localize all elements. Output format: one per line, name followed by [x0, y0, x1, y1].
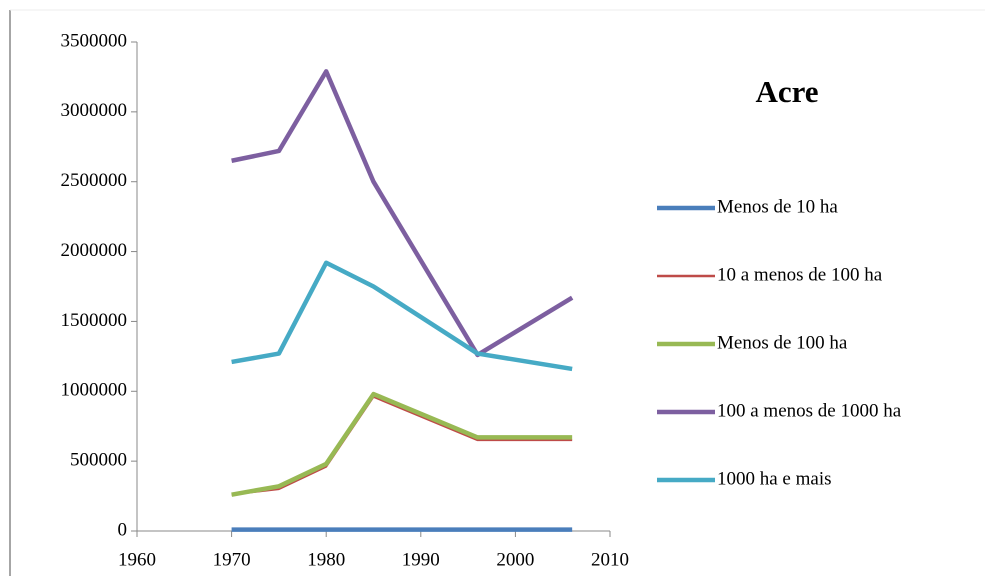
series-line: [231, 395, 573, 496]
series-line: [231, 391, 573, 497]
x-tick-label: 2010: [591, 549, 629, 570]
y-tick-label: 2000000: [61, 240, 128, 261]
y-tick-label: 2500000: [61, 170, 128, 191]
series-line: [231, 260, 573, 372]
y-tick-label: 1000000: [61, 380, 128, 401]
chart-title: Acre: [755, 74, 818, 109]
legend-label: Menos de 10 ha: [717, 196, 838, 217]
y-tick-label: 3000000: [61, 100, 128, 121]
x-tick-label: 1990: [402, 549, 440, 570]
legend-label: 10 a menos de 100 ha: [717, 264, 883, 285]
x-tick-label: 1980: [307, 549, 345, 570]
legend-label: Menos de 100 ha: [717, 332, 848, 353]
y-tick-label: 1500000: [61, 310, 128, 331]
y-tick-label: 3500000: [61, 30, 128, 51]
x-tick-label: 1960: [118, 549, 156, 570]
x-tick-label: 2000: [496, 549, 534, 570]
legend-label: 100 a menos de 1000 ha: [717, 400, 902, 421]
series-line: [231, 69, 574, 358]
x-tick-label: 1970: [213, 549, 251, 570]
legend-label: 1000 ha e mais: [717, 468, 832, 489]
y-tick-label: 500000: [70, 450, 127, 471]
y-tick-label: 0: [118, 519, 128, 540]
